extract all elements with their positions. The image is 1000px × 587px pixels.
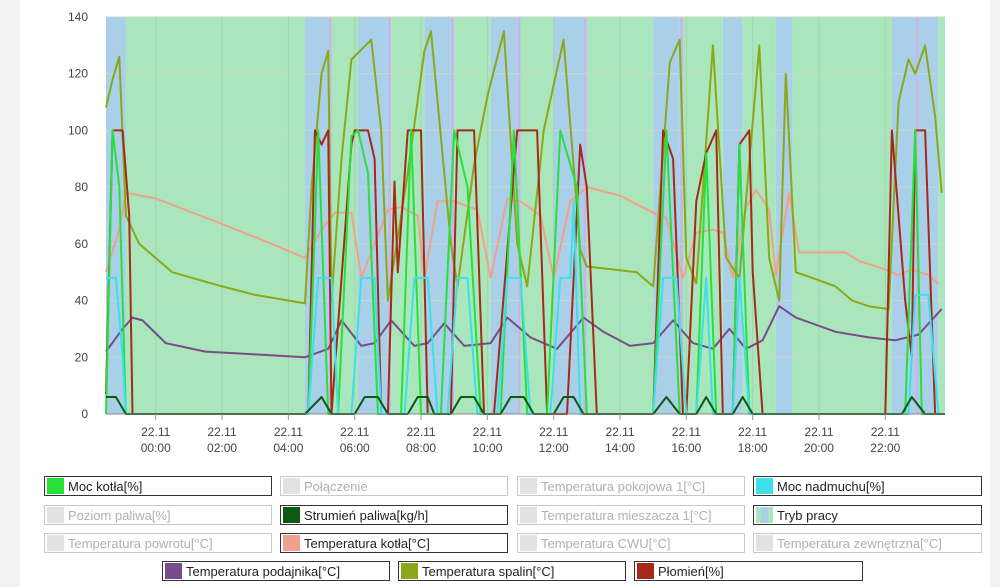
x-tick-date: 22.11 [738, 425, 767, 439]
y-tick-label: 80 [75, 180, 89, 194]
legend-swatch [637, 563, 654, 579]
mode-band-purple [583, 17, 587, 414]
x-tick-time: 12:00 [539, 441, 569, 455]
mode-band-blue [424, 17, 451, 414]
x-tick-time: 20:00 [804, 441, 834, 455]
legend-swatch [520, 507, 537, 523]
mode-band-blue [304, 17, 329, 414]
legend-item-temperatura-kotla[interactable]: Temperatura kotła[°C] [280, 533, 508, 553]
legend-swatch [165, 563, 182, 579]
x-tick-date: 22.11 [605, 425, 634, 439]
y-tick-label: 120 [68, 67, 88, 81]
x-tick-date: 22.11 [141, 425, 170, 439]
legend-item-temperatura-pokojowa[interactable]: Temperatura pokojowa 1[°C] [517, 476, 745, 496]
legend-swatch [520, 535, 537, 551]
legend-item-polaczenie[interactable]: Połączenie [280, 476, 508, 496]
x-tick-time: 16:00 [671, 441, 701, 455]
legend-swatch [283, 535, 300, 551]
mode-band-green [792, 17, 892, 414]
y-tick-label: 140 [68, 10, 88, 24]
legend-item-moc-kotla[interactable]: Moc kotła[%] [44, 476, 272, 496]
legend-swatch [47, 535, 64, 551]
y-tick-label: 40 [75, 294, 89, 308]
mode-band-purple [679, 17, 684, 414]
x-tick-time: 04:00 [273, 441, 303, 455]
x-tick-date: 22.11 [406, 425, 435, 439]
legend-swatch [47, 507, 64, 523]
x-tick-date: 22.11 [340, 425, 369, 439]
x-tick-time: 00:00 [141, 441, 171, 455]
x-axis-ticks: 22.11 00:00 22.11 02:00 22.11 04:00 22.11 06:00… [106, 413, 945, 455]
legend-swatch [283, 507, 300, 523]
legend-item-poziom-paliwa[interactable]: Poziom paliwa[%] [44, 505, 272, 525]
legend-item-temperatura-zewnetrzna[interactable]: Temperatura zewnętrzna[°C] [753, 533, 982, 553]
legend-swatch [283, 478, 300, 494]
mode-band-blue [722, 17, 743, 414]
y-axis-ticks: 0 20 40 60 80 100 120 140 [68, 10, 88, 421]
chart-panel: 0 20 40 60 80 100 120 140 22.11 00:00 22.11 02:00 2… [20, 0, 990, 587]
x-tick-time: 22:00 [870, 441, 900, 455]
mode-band-green [938, 17, 945, 414]
legend-item-moc-nadmuchu[interactable]: Moc nadmuchu[%] [753, 476, 982, 496]
legend-item-temperatura-powrotu[interactable]: Temperatura powrotu[°C] [44, 533, 272, 553]
x-tick-date: 22.11 [473, 425, 502, 439]
mode-band-purple [387, 17, 392, 414]
legend-swatch [401, 563, 418, 579]
x-tick-time: 18:00 [738, 441, 768, 455]
legend-item-temperatura-mieszacza[interactable]: Temperatura mieszacza 1[°C] [517, 505, 745, 525]
x-tick-date: 22.11 [871, 425, 900, 439]
x-tick-date: 22.11 [539, 425, 568, 439]
mode-band-blue [358, 17, 388, 414]
legend-swatch [47, 478, 64, 494]
legend-item-temperatura-podajnika[interactable]: Temperatura podajnika[°C] [162, 561, 390, 581]
y-tick-label: 100 [68, 123, 88, 137]
mode-band-green [125, 17, 305, 414]
x-tick-date: 22.11 [672, 425, 701, 439]
x-tick-time: 02:00 [207, 441, 237, 455]
legend-item-plomien[interactable]: Płomień[%] [634, 561, 863, 581]
legend-swatch [756, 535, 773, 551]
y-tick-label: 0 [81, 407, 88, 421]
x-tick-time: 10:00 [472, 441, 502, 455]
x-tick-date: 22.11 [804, 425, 833, 439]
y-tick-label: 60 [75, 237, 89, 251]
legend-item-tryb-pracy[interactable]: Tryb pracy [753, 505, 982, 525]
legend-item-strumien-paliwa[interactable]: Strumień paliwa[kg/h] [280, 505, 508, 525]
y-tick-label: 20 [75, 350, 89, 364]
x-tick-date: 22.11 [274, 425, 303, 439]
x-tick-date: 22.11 [207, 425, 236, 439]
legend-swatch [756, 478, 773, 494]
operating-mode-bands [106, 17, 945, 414]
legend-item-temperatura-spalin[interactable]: Temperatura spalin[°C] [398, 561, 626, 581]
mode-band-purple [450, 17, 455, 414]
mode-band-blue [775, 17, 793, 414]
series-line-2 [105, 305, 943, 359]
legend-swatch [520, 478, 537, 494]
legend-item-temperatura-cwu[interactable]: Temperatura CWU[°C] [517, 533, 745, 553]
x-tick-time: 08:00 [406, 441, 436, 455]
legend-swatch [756, 507, 773, 523]
x-tick-time: 06:00 [340, 441, 370, 455]
x-tick-time: 14:00 [605, 441, 635, 455]
